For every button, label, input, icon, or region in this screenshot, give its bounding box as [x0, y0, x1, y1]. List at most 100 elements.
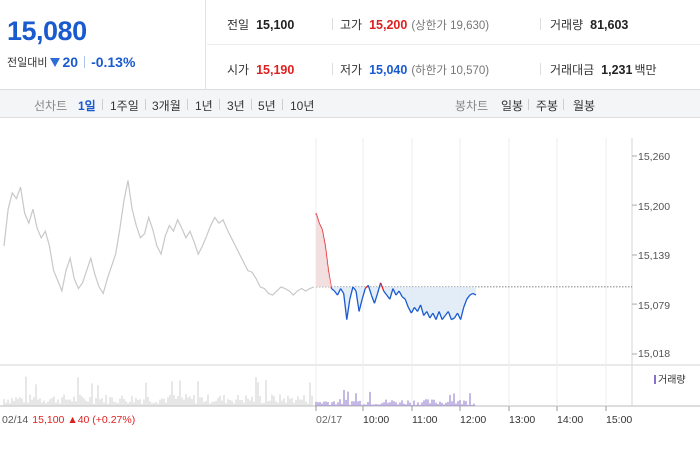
today-down-segment	[401, 296, 406, 300]
lower-limit: (하한가 10,570)	[411, 65, 490, 77]
candle-chart-title: 봉차트	[455, 99, 489, 113]
x-tick-label: 14:00	[557, 414, 584, 426]
prev-day-price: 15,100 ▲40 (+0.27%)	[32, 414, 136, 426]
today-down-segment	[343, 293, 348, 320]
change-rate: -0.13%	[91, 54, 136, 70]
stat-label: 시가	[227, 63, 250, 77]
today-down-segment	[330, 288, 335, 292]
today-down-segment	[392, 288, 397, 296]
x-tick-label: 02/17	[316, 414, 343, 426]
stat-divider	[332, 63, 333, 75]
today-down-segment	[432, 312, 437, 320]
down-arrow-icon	[50, 57, 61, 67]
today-down-segment	[423, 311, 428, 316]
today-down-segment	[410, 307, 416, 314]
stat-high: 고가 15,200 (상한가 19,630)	[340, 16, 489, 33]
today-down-segment	[398, 290, 403, 298]
stat-value: 15,200	[369, 18, 408, 32]
price-change: 전일대비 20 -0.13%	[7, 54, 135, 70]
candle-daily[interactable]: 일봉	[501, 99, 524, 113]
candle-monthly[interactable]: 월봉	[573, 99, 596, 113]
x-tick-label: 13:00	[509, 414, 536, 426]
today-down-segment	[459, 307, 465, 320]
volume-swatch	[654, 375, 656, 384]
stat-label: 고가	[340, 18, 363, 32]
today-down-segment	[389, 288, 394, 300]
today-down-segment	[367, 285, 373, 296]
today-down-segment	[444, 311, 449, 316]
today-down-segment	[333, 290, 339, 296]
period-divider	[563, 99, 564, 110]
stat-divider	[540, 18, 541, 30]
today-down-segment	[404, 298, 409, 308]
today-down-segment	[386, 294, 391, 300]
stat-value: 81,603	[590, 18, 629, 32]
period-1d[interactable]: 1일	[78, 99, 96, 113]
period-3m[interactable]: 3개월	[152, 99, 181, 113]
stat-label: 거래대금	[550, 63, 595, 77]
y-tick-label: 15,018	[638, 348, 671, 360]
volume-legend: 거래량	[654, 371, 686, 386]
period-divider	[219, 99, 220, 110]
stat-value: 1,231	[601, 63, 633, 77]
stat-amount: 거래대금 1,231 백만	[550, 61, 664, 78]
today-down-segment	[453, 312, 459, 319]
stat-low: 저가 15,040 (하한가 10,570)	[340, 61, 489, 78]
candle-weekly[interactable]: 주봉	[536, 99, 559, 113]
period-divider	[282, 99, 283, 110]
period-divider	[187, 99, 188, 110]
intraday-chart[interactable]: 15,260 15,200 15,139 15,079 15,018 거래량 0…	[0, 118, 700, 450]
today-down-segment	[438, 311, 443, 320]
chart-period-bar: 선차트 1일 1주일 3개월 1년 3년 5년 10년 봉차트 일봉 주봉 월봉	[0, 90, 700, 118]
today-down-segment	[373, 293, 379, 304]
stat-value: 15,040	[369, 63, 408, 77]
line-chart-title: 선차트	[34, 99, 68, 113]
period-divider	[145, 99, 146, 110]
period-1y[interactable]: 1년	[195, 99, 213, 113]
today-down-segment	[469, 292, 474, 296]
period-1w[interactable]: 1주일	[110, 99, 139, 113]
today-down-segment	[355, 290, 360, 312]
stat-divider	[332, 18, 333, 30]
y-tick-label: 15,200	[638, 201, 671, 213]
period-5y[interactable]: 5년	[258, 99, 276, 113]
stat-prev-close: 전일 15,100	[227, 16, 294, 33]
stats-panel: 전일 15,100 고가 15,200 (상한가 19,630) 거래량 81,…	[207, 0, 700, 90]
prev-day-label: 02/14 15,100 ▲40 (+0.27%)	[2, 414, 135, 426]
today-down-segment	[340, 288, 345, 294]
today-down-segment	[413, 306, 419, 312]
volume-legend-label: 거래량	[658, 375, 686, 386]
period-divider	[102, 99, 103, 110]
x-tick-label: 15:00	[606, 414, 633, 426]
stat-value: 15,190	[256, 63, 295, 77]
stat-open: 시가 15,190	[227, 61, 294, 78]
today-down-segment	[407, 307, 412, 314]
today-down-segment	[419, 304, 425, 316]
quote-summary: 15,080 전일대비 20 -0.13% 전일 15,100 고가 15,20…	[0, 0, 700, 90]
today-down-segment	[435, 311, 440, 320]
today-down-segment	[416, 304, 422, 312]
period-3y[interactable]: 3년	[227, 99, 245, 113]
upper-limit: (상한가 19,630)	[411, 20, 490, 32]
today-down-segment	[358, 299, 363, 312]
today-down-segment	[370, 294, 376, 304]
stat-volume: 거래량 81,603	[550, 16, 628, 33]
stat-divider	[540, 63, 541, 75]
price-chart-svg	[0, 138, 700, 411]
prev-day-date: 02/14	[2, 414, 29, 426]
y-tick-label: 15,079	[638, 300, 671, 312]
today-down-segment	[349, 286, 354, 300]
change-value: 20	[62, 54, 79, 70]
period-divider	[528, 99, 529, 110]
y-tick-label: 15,139	[638, 250, 671, 262]
stat-value: 15,100	[256, 18, 295, 32]
amount-unit: 백만	[634, 63, 657, 77]
today-down-segment	[346, 299, 351, 320]
y-tick-label: 15,260	[638, 151, 671, 163]
today-down-segment	[429, 312, 434, 319]
today-down-segment	[395, 290, 400, 296]
today-down-segment	[376, 282, 382, 294]
today-down-segment	[456, 312, 462, 320]
period-10y[interactable]: 10년	[290, 99, 315, 113]
prev-day-line	[3, 180, 315, 296]
